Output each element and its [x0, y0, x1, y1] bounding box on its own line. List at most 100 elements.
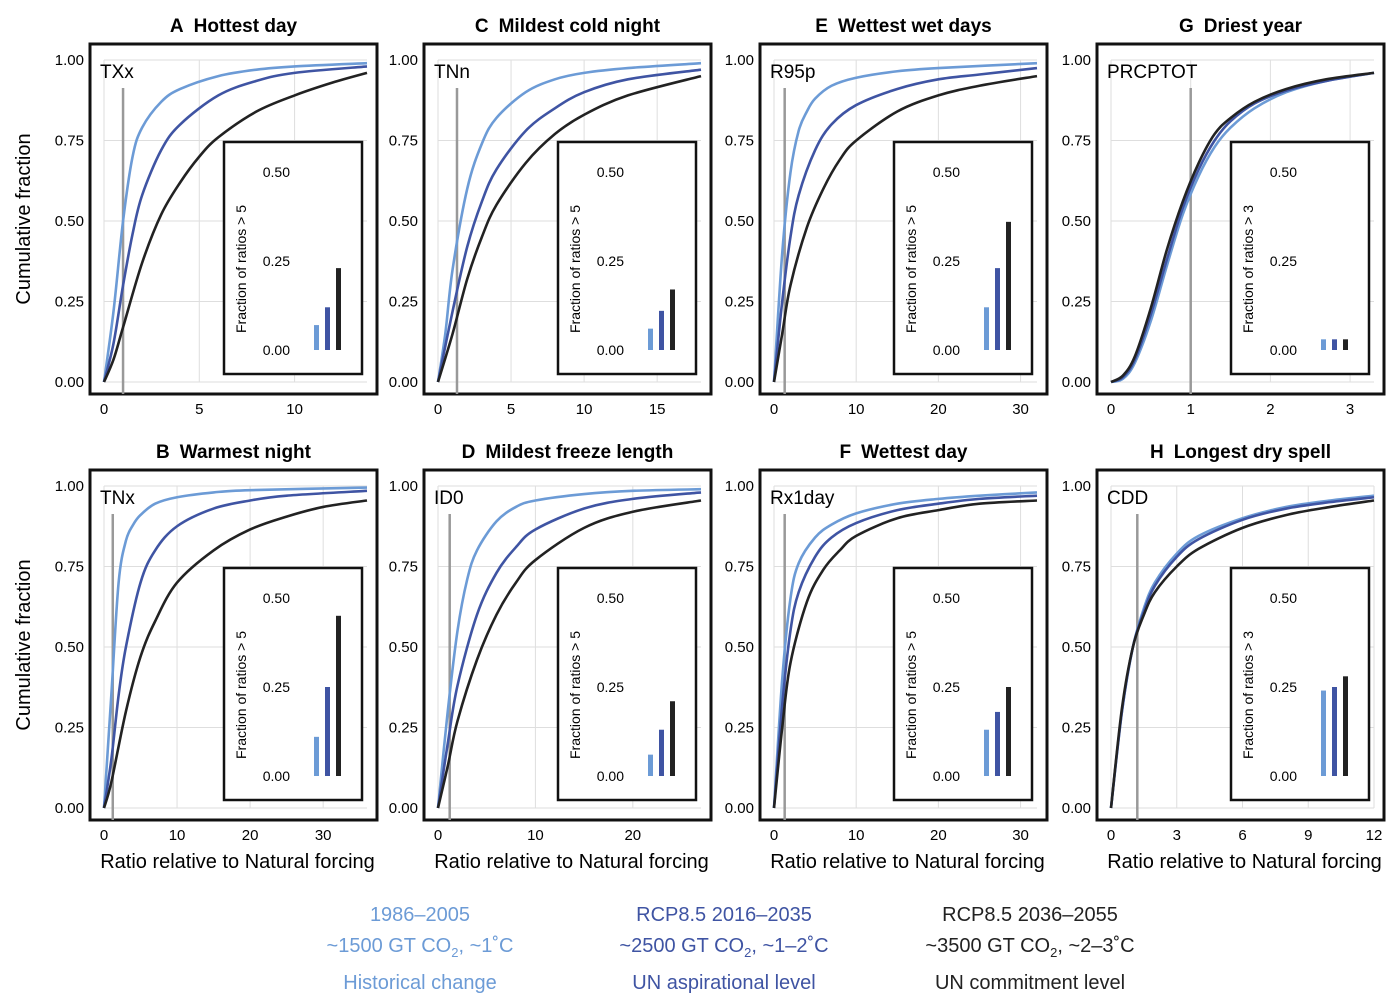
legend-rcp-mid-period: RCP8.5 2036–2055 [942, 904, 1118, 926]
y-tick-label: 0.50 [725, 213, 754, 230]
y-tick-label: 0.00 [389, 800, 418, 817]
inset-F: 0.00 0.25 0.50 Fraction of ratios > 5 [892, 566, 1034, 802]
panel-frame [422, 42, 713, 396]
x-tick-label: 0 [1107, 401, 1115, 418]
series-line-rcp2 [102, 499, 368, 809]
inset-y-tick-label: 0.25 [263, 253, 290, 269]
series-line-hist [772, 491, 1038, 809]
panel-title: F Wettest day [840, 442, 968, 463]
index-label: Rx1day [770, 488, 835, 509]
y-tick-label: 1.00 [389, 52, 418, 69]
panel-letter: D [462, 442, 476, 463]
y-tick-label: 0.50 [1062, 639, 1091, 656]
panel-title-text: Wettest wet days [838, 16, 992, 37]
index-label: TXx [100, 62, 134, 83]
y-tick-label: 0.00 [389, 374, 418, 391]
legend-rcp-mid-emissions-temp: , ~2–3˚C [1057, 935, 1135, 957]
x-tick-label: 15 [649, 401, 666, 418]
panel-letter: F [840, 442, 852, 463]
inset-y-tick-label: 0.25 [933, 679, 960, 695]
legend-rcp-near-note: UN aspirational level [632, 972, 816, 994]
panel-title-text: Longest dry spell [1174, 442, 1331, 463]
x-tick-label: 20 [930, 401, 947, 418]
inset-y-tick-label: 0.00 [1270, 342, 1297, 358]
inset-bar-hist [984, 729, 989, 776]
y-tick-label: 0.75 [1062, 133, 1091, 150]
y-tick-label: 1.00 [725, 478, 754, 495]
y-tick-label: 0.50 [725, 639, 754, 656]
inset-y-tick-label: 0.00 [263, 768, 290, 784]
legend-historical-note: Historical change [343, 972, 497, 994]
index-label: TNx [100, 488, 135, 509]
inset-D: 0.00 0.25 0.50 Fraction of ratios > 5 [556, 566, 698, 802]
panel-A: A Hottest day 0.00 0.25 0.50 0.75 1.00 0 5 10 TXx 0… [13, 16, 379, 418]
y-tick-label: 0.00 [1062, 374, 1091, 391]
x-tick-label: 6 [1238, 827, 1246, 844]
legend-rcp-near-emissions: ~2500 GT CO2, ~1–2˚C [594, 931, 854, 968]
legend-historical: 1986–2005 ~1500 GT CO2, ~1˚C Historical … [290, 900, 550, 999]
legend-rcp-mid-note: UN commitment level [934, 972, 1126, 994]
series-line-rcp1 [772, 494, 1038, 809]
legend-historical-emissions-sub: 2 [451, 945, 459, 960]
series-line-rcp1 [102, 489, 368, 809]
panel-D: D Mildest freeze length 0.00 0.25 0.50 0.75 1.… [389, 442, 713, 873]
inset-y-tick-label: 0.00 [597, 342, 624, 358]
inset-bar-rcp1 [659, 310, 664, 350]
y-tick-label: 0.00 [725, 800, 754, 817]
series-line-rcp2 [102, 71, 368, 383]
panel-frame [758, 42, 1049, 396]
series-line-hist [102, 61, 368, 383]
inset-bar-rcp2 [1006, 687, 1011, 776]
inset-A: 0.00 0.25 0.50 Fraction of ratios > 5 [222, 140, 364, 376]
x-tick-label: 10 [576, 401, 593, 418]
inset-y-label: Fraction of ratios > 5 [903, 205, 919, 333]
x-tick-label: 0 [770, 827, 778, 844]
x-tick-label: 9 [1304, 827, 1312, 844]
inset-bar-hist [1321, 690, 1326, 776]
x-axis-label: Ratio relative to Natural forcing [434, 851, 709, 873]
panel-letter: G [1179, 16, 1194, 37]
inset-y-tick-label: 0.25 [933, 253, 960, 269]
inset-bar-hist [314, 736, 319, 776]
x-tick-label: 12 [1366, 827, 1383, 844]
inset-bar-hist [314, 325, 319, 350]
x-tick-label: 0 [434, 401, 442, 418]
series-line-rcp1 [436, 491, 702, 809]
inset-y-tick-label: 0.25 [597, 253, 624, 269]
panel-title: G Driest year [1179, 16, 1303, 37]
y-tick-label: 0.50 [389, 639, 418, 656]
inset-y-tick-label: 0.00 [933, 768, 960, 784]
y-tick-label: 0.25 [389, 294, 418, 311]
inset-C: 0.00 0.25 0.50 Fraction of ratios > 5 [556, 140, 698, 376]
legend-historical-emissions-temp: , ~1˚C [458, 935, 514, 957]
index-label: CDD [1107, 488, 1148, 509]
legend-rcp-mid-emissions-text: ~3500 GT CO [925, 935, 1051, 957]
series-line-rcp1 [436, 68, 702, 383]
panel-title-text: Mildest cold night [499, 16, 661, 37]
x-tick-label: 0 [434, 827, 442, 844]
panel-title: H Longest dry spell [1150, 442, 1331, 463]
legend-rcp-mid: RCP8.5 2036–2055 ~3500 GT CO2, ~2–3˚C UN… [900, 900, 1160, 999]
x-tick-label: 0 [770, 401, 778, 418]
x-tick-label: 5 [195, 401, 203, 418]
inset-B: 0.00 0.25 0.50 Fraction of ratios > 5 [222, 566, 364, 802]
x-tick-label: 5 [507, 401, 515, 418]
x-axis-label: Ratio relative to Natural forcing [770, 851, 1045, 873]
inset-bar-hist [648, 754, 653, 776]
inset-y-tick-label: 0.25 [263, 679, 290, 695]
y-tick-label: 0.75 [725, 559, 754, 576]
panel-F: F Wettest day 0.00 0.25 0.50 0.75 1.00 0 10 20 30 R… [725, 442, 1049, 873]
panel-title-text: Wettest day [861, 442, 968, 463]
x-tick-label: 20 [242, 827, 259, 844]
legend-rcp-near-emissions-temp: , ~1–2˚C [751, 935, 829, 957]
inset-y-tick-label: 0.00 [263, 342, 290, 358]
panel-letter: E [815, 16, 828, 37]
inset-bar-rcp2 [670, 289, 675, 350]
inset-y-tick-label: 0.50 [597, 164, 624, 180]
inset-bar-rcp1 [325, 687, 330, 776]
y-tick-label: 0.25 [1062, 720, 1091, 737]
x-tick-label: 0 [100, 401, 108, 418]
x-tick-label: 10 [286, 401, 303, 418]
inset-bar-rcp1 [1332, 687, 1337, 776]
y-tick-label: 1.00 [55, 52, 84, 69]
